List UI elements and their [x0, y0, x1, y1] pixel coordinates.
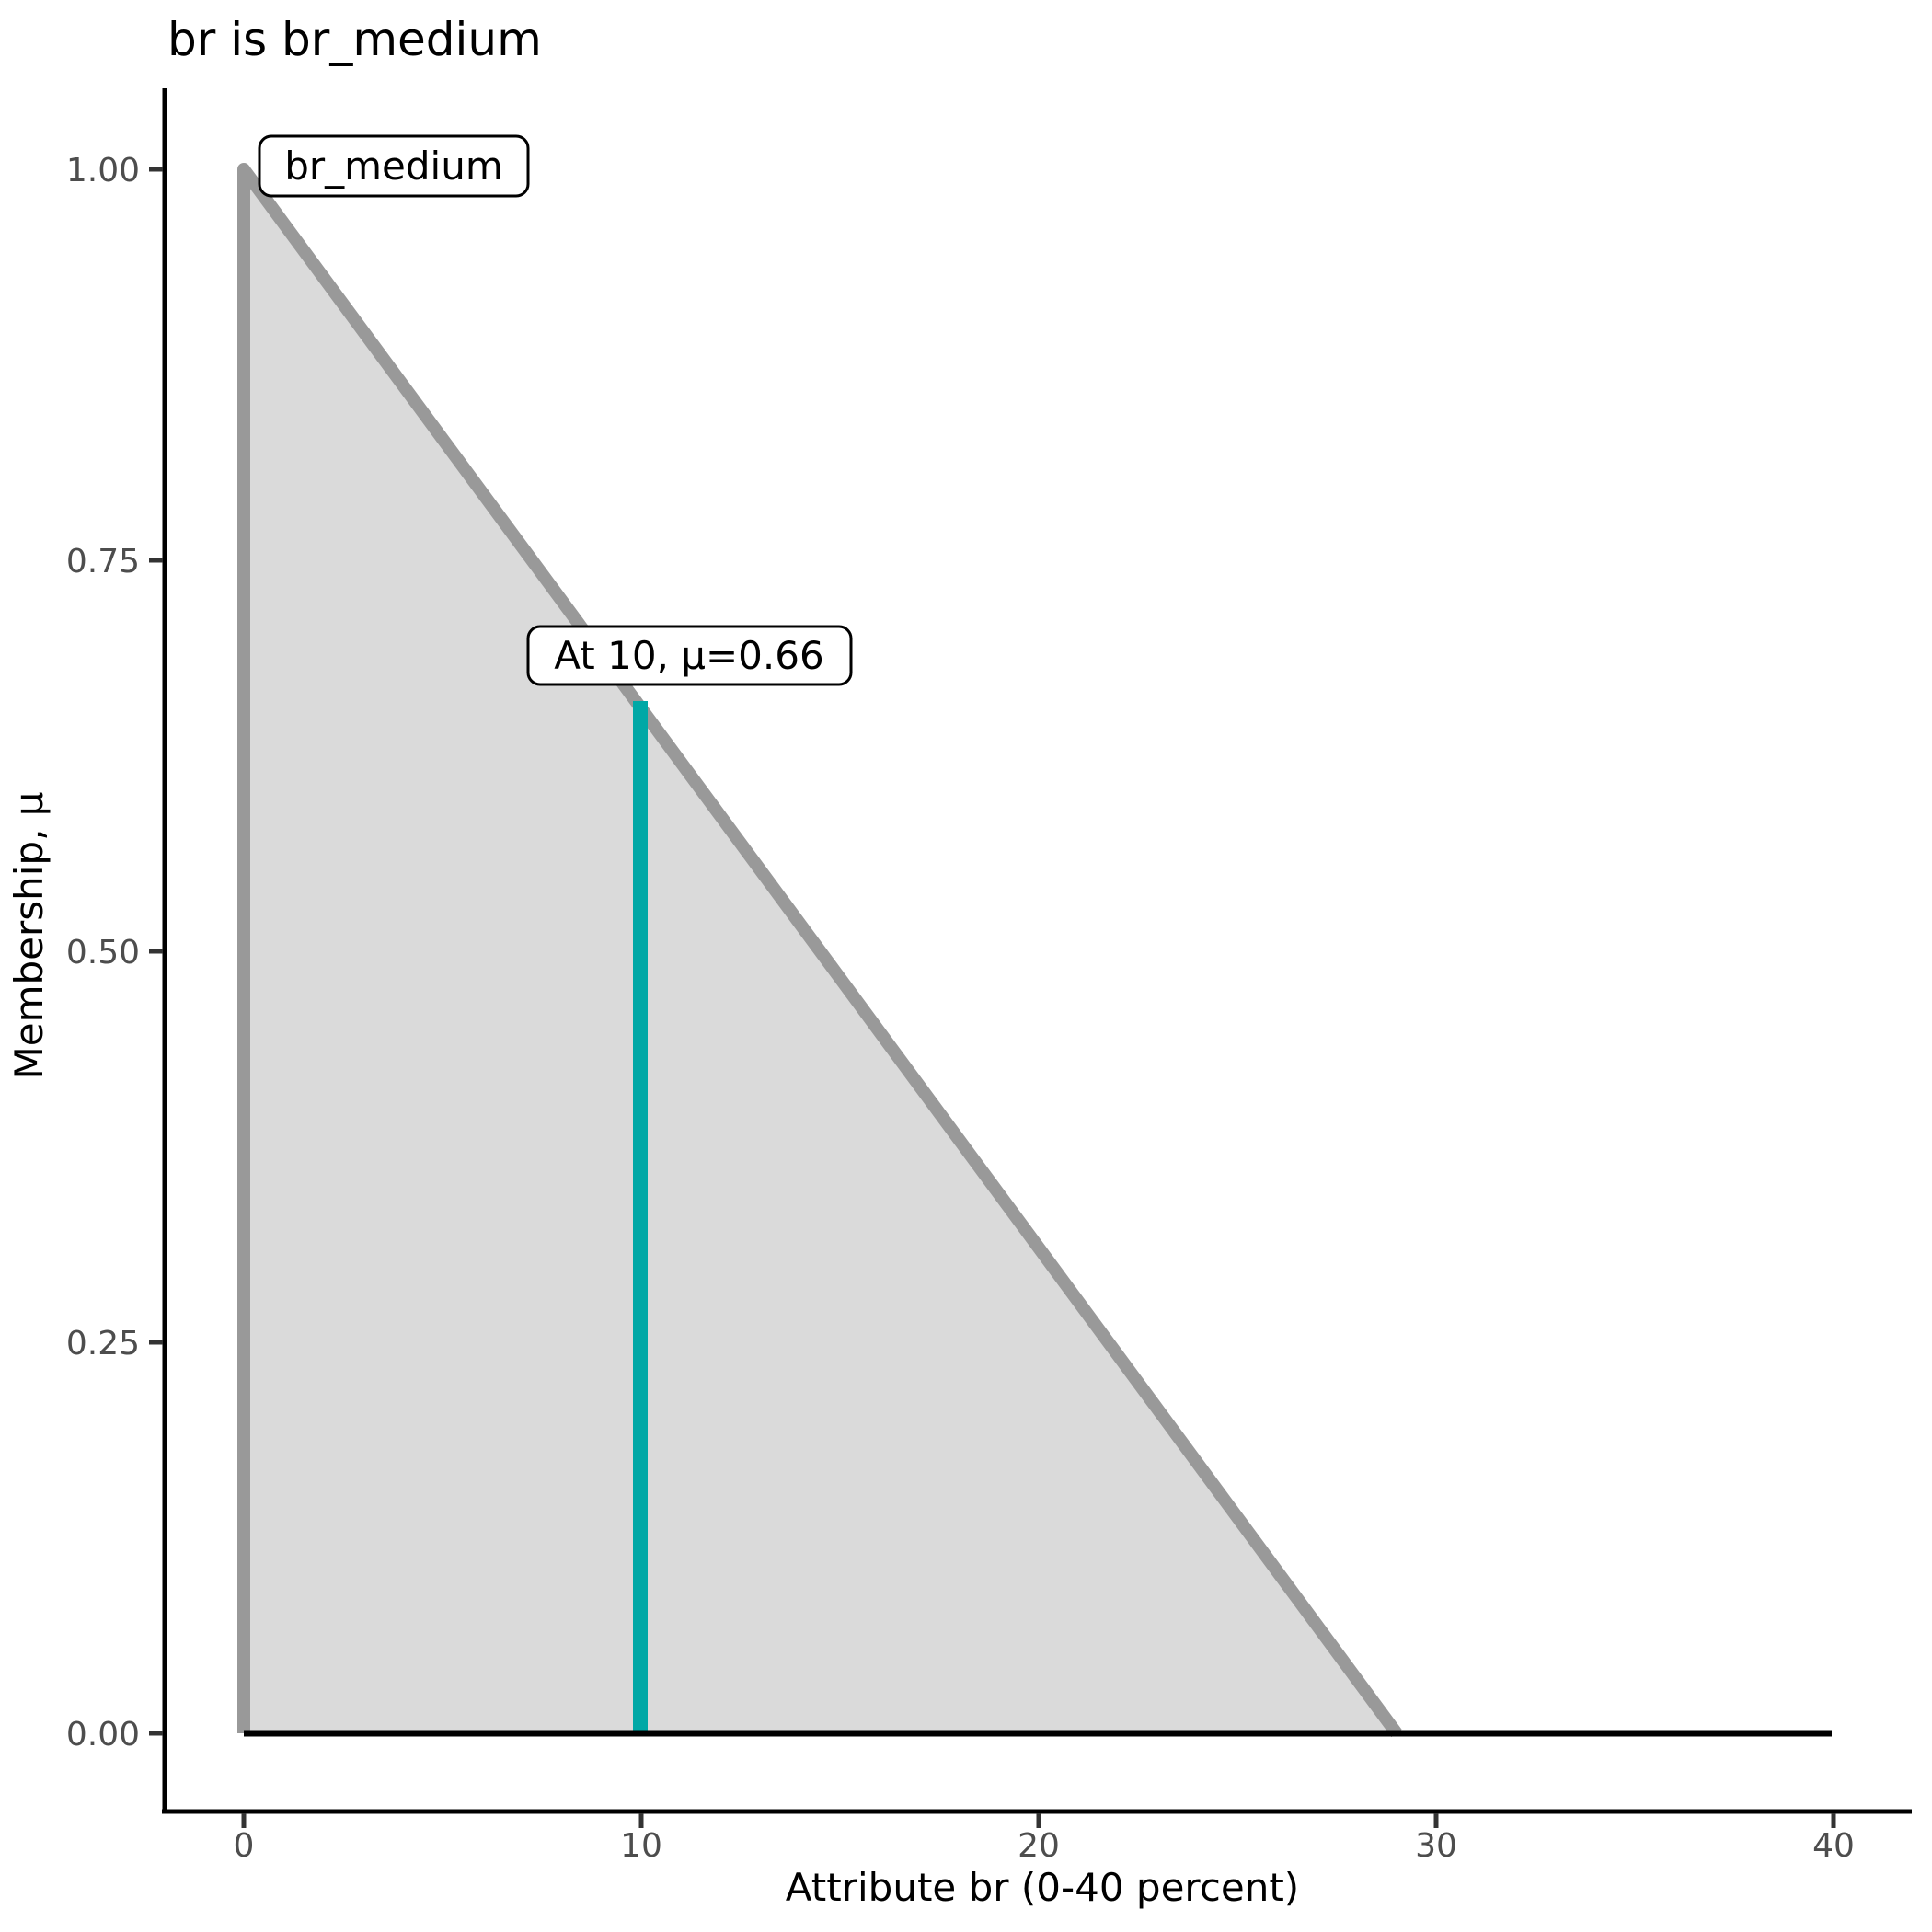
marker-label-box — [526, 625, 853, 686]
x-tick-label: 40 — [1812, 1827, 1855, 1865]
y-tick-labels: 1.00 0.75 0.50 0.25 0.00 — [66, 152, 140, 1754]
x-tick-marks — [241, 1813, 1836, 1828]
x-axis-title: Attribute br (0-40 percent) — [786, 1865, 1299, 1910]
set-label: br_medium — [258, 134, 530, 198]
x-tick-label: 10 — [620, 1827, 662, 1865]
x-tick-labels: 0 10 20 30 40 — [234, 1827, 1855, 1865]
x-tick-label: 0 — [234, 1827, 255, 1865]
x-tick-label: 20 — [1018, 1827, 1060, 1865]
y-tick-label: 1.00 — [66, 152, 140, 190]
y-axis-title: Membership, μ — [6, 791, 52, 1079]
set-label-box — [258, 134, 530, 198]
membership-line — [237, 163, 1402, 1738]
y-tick-marks — [149, 167, 163, 1736]
y-tick-label: 0.50 — [66, 934, 140, 972]
plot-title: br is br_medium — [167, 13, 542, 66]
marker-label-text: At 10, μ=0.66 — [554, 633, 823, 678]
y-tick-label: 0.75 — [66, 543, 140, 581]
set-label-text: br_medium — [284, 144, 503, 189]
y-tick-label: 0.25 — [66, 1325, 140, 1363]
y-tick-label: 0.00 — [66, 1716, 140, 1754]
marker-label: At 10, μ=0.66 — [526, 625, 853, 686]
x-tick-label: 30 — [1415, 1827, 1457, 1865]
